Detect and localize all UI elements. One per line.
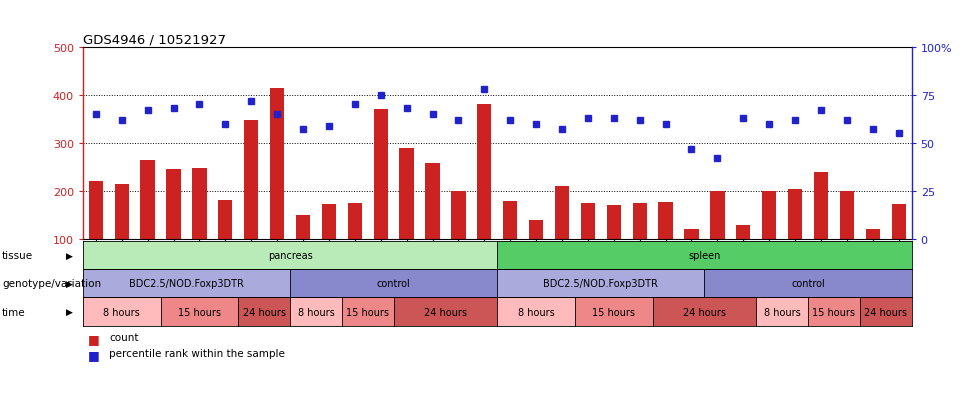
Text: count: count	[109, 332, 138, 342]
Bar	[140, 160, 155, 240]
Text: ▶: ▶	[66, 251, 73, 260]
Bar	[477, 105, 491, 240]
Bar	[425, 164, 440, 240]
Text: 15 hours: 15 hours	[346, 307, 389, 317]
Bar	[373, 110, 388, 240]
Text: ■: ■	[88, 332, 99, 345]
Bar	[400, 148, 413, 240]
Bar	[839, 192, 854, 240]
Text: control: control	[376, 279, 410, 289]
Bar	[322, 205, 336, 240]
Text: GDS4946 / 10521927: GDS4946 / 10521927	[83, 33, 226, 46]
Text: spleen: spleen	[688, 251, 721, 261]
Text: ▶: ▶	[66, 307, 73, 316]
Text: 15 hours: 15 hours	[812, 307, 855, 317]
Bar	[115, 184, 129, 240]
Bar	[814, 172, 828, 240]
Bar	[710, 192, 724, 240]
Text: ■: ■	[88, 348, 99, 361]
Text: 8 hours: 8 hours	[763, 307, 800, 317]
Text: 8 hours: 8 hours	[297, 307, 334, 317]
Bar	[529, 221, 543, 240]
Bar	[167, 170, 180, 240]
Text: 15 hours: 15 hours	[592, 307, 636, 317]
Bar	[348, 204, 362, 240]
Bar	[218, 200, 232, 240]
Bar	[788, 189, 802, 240]
Bar	[684, 230, 699, 240]
Bar	[581, 204, 595, 240]
Text: 15 hours: 15 hours	[177, 307, 221, 317]
Text: 24 hours: 24 hours	[243, 307, 286, 317]
Text: tissue: tissue	[2, 251, 33, 261]
Text: 24 hours: 24 hours	[424, 307, 467, 317]
Text: ▶: ▶	[66, 279, 73, 288]
Bar	[89, 182, 103, 240]
Text: genotype/variation: genotype/variation	[2, 279, 101, 289]
Bar	[295, 216, 310, 240]
Bar	[891, 205, 906, 240]
Bar	[606, 206, 621, 240]
Bar	[451, 192, 465, 240]
Bar	[762, 192, 776, 240]
Text: pancreas: pancreas	[268, 251, 312, 261]
Bar	[192, 169, 207, 240]
Text: time: time	[2, 307, 25, 317]
Bar	[633, 204, 646, 240]
Bar	[503, 201, 518, 240]
Text: 24 hours: 24 hours	[864, 307, 907, 317]
Bar	[270, 88, 285, 240]
Text: percentile rank within the sample: percentile rank within the sample	[109, 348, 285, 358]
Bar	[244, 121, 258, 240]
Text: 8 hours: 8 hours	[103, 307, 140, 317]
Text: BDC2.5/NOD.Foxp3DTR: BDC2.5/NOD.Foxp3DTR	[543, 279, 658, 289]
Text: control: control	[791, 279, 825, 289]
Text: 8 hours: 8 hours	[518, 307, 555, 317]
Bar	[658, 202, 673, 240]
Text: 24 hours: 24 hours	[682, 307, 726, 317]
Bar	[736, 225, 751, 240]
Text: BDC2.5/NOD.Foxp3DTR: BDC2.5/NOD.Foxp3DTR	[129, 279, 244, 289]
Bar	[866, 230, 879, 240]
Bar	[555, 187, 569, 240]
